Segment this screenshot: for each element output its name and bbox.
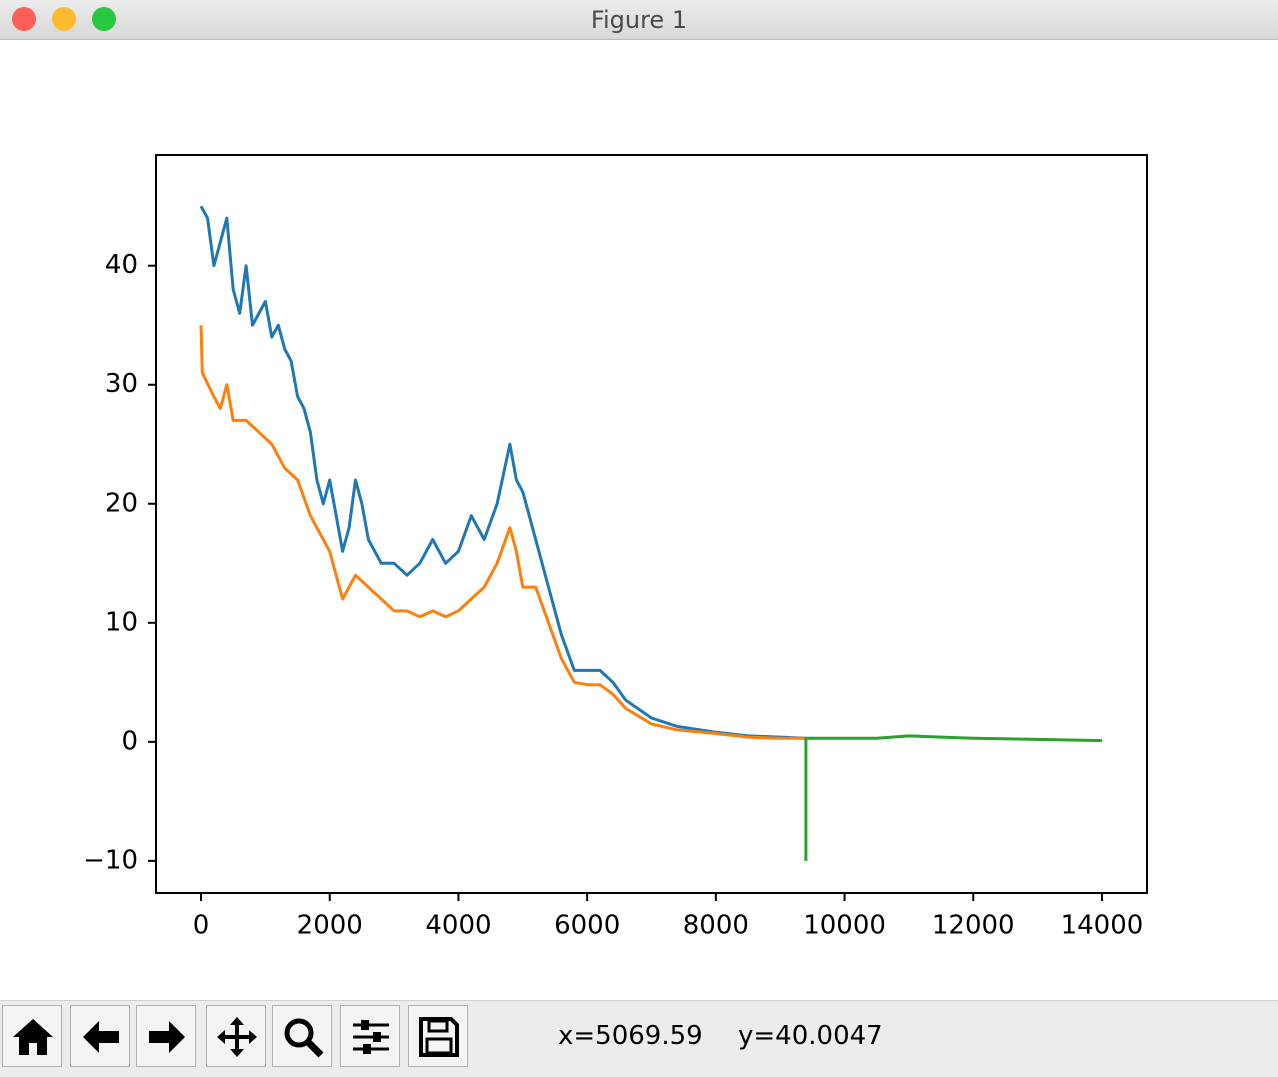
pan-button[interactable] <box>206 1005 266 1067</box>
x-tick-label: 12000 <box>932 911 1015 941</box>
y-tick-label: 10 <box>105 607 138 637</box>
back-button[interactable] <box>70 1005 130 1067</box>
toolbar: x=5069.59 y=40.0047 <box>0 1000 1278 1077</box>
home-button[interactable] <box>2 1005 62 1067</box>
chart: −10 0 10 20 30 40 0 2000 4000 6000 8000 10000 12000 1… <box>83 154 1148 941</box>
y-tick-label: 40 <box>105 250 138 280</box>
data-line <box>199 325 806 740</box>
x-tick-label: 0 <box>193 911 210 941</box>
zoom-button[interactable] <box>92 7 116 31</box>
cursor-y: y=40.0047 <box>738 1021 883 1051</box>
cursor-x: x=5069.59 <box>558 1021 703 1051</box>
data-line <box>199 205 806 740</box>
plot-frame <box>155 154 1148 894</box>
zoom-tool-button[interactable] <box>272 1005 332 1067</box>
forward-button[interactable] <box>136 1005 196 1067</box>
y-tick-label: 20 <box>105 488 138 518</box>
x-tick-label: 14000 <box>1061 911 1144 941</box>
minimize-button[interactable] <box>52 7 76 31</box>
x-tick-label: 8000 <box>683 911 749 941</box>
x-tick-label: 2000 <box>297 911 363 941</box>
data-line <box>804 734 1103 861</box>
y-tick-label: 0 <box>121 726 138 756</box>
window-title: Figure 1 <box>590 6 688 34</box>
x-tick-label: 4000 <box>425 911 491 941</box>
configure-button[interactable] <box>340 1005 400 1067</box>
y-tick-label: 30 <box>105 369 138 399</box>
save-button[interactable] <box>408 1005 468 1067</box>
close-button[interactable] <box>12 7 36 31</box>
y-tick-label: −10 <box>83 845 138 875</box>
x-tick-label: 6000 <box>554 911 620 941</box>
title-bar: Figure 1 <box>0 0 1278 40</box>
x-tick-label: 10000 <box>803 911 886 941</box>
